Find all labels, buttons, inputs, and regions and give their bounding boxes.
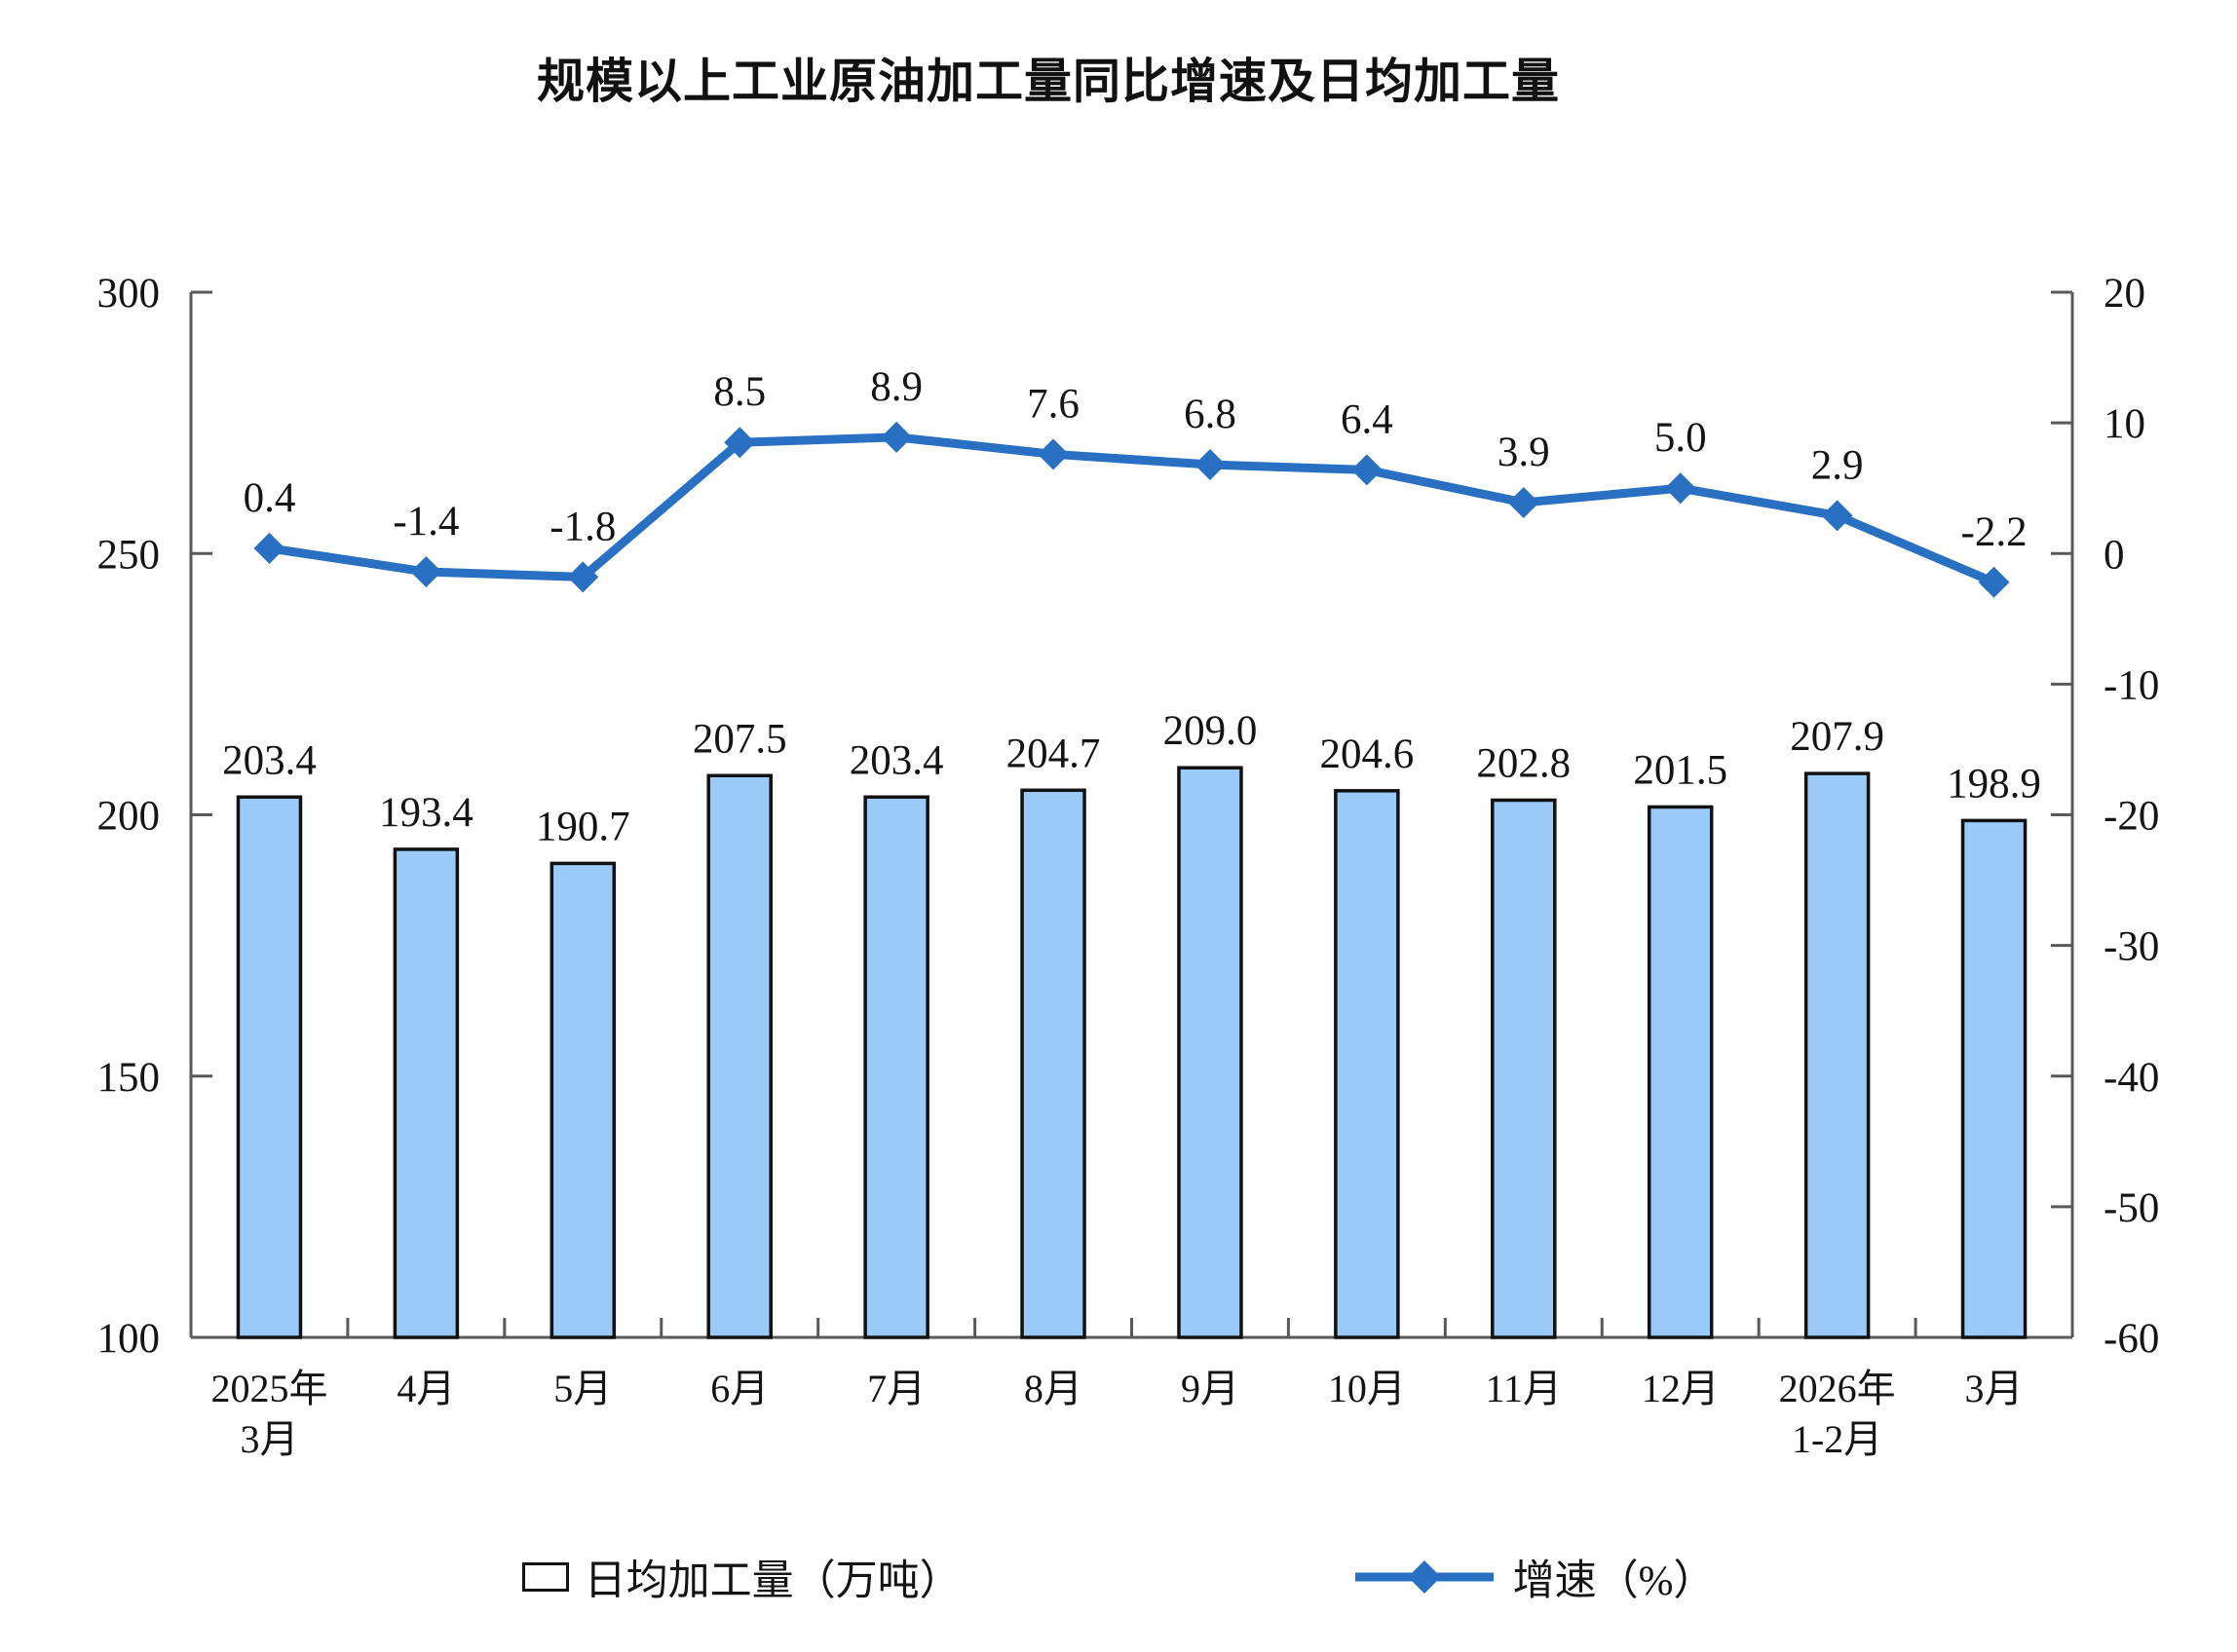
x-category-label: 4月 (397, 1367, 455, 1410)
chart-legend: 日均加工量（万吨） 增速（%） (0, 1547, 2237, 1607)
line-marker (1350, 454, 1383, 486)
chart-title: 规模以上工业原油加工量同比增速及日均加工量 (536, 56, 1561, 108)
x-category-label: 11月 (1486, 1367, 1563, 1410)
line-value-label: -2.2 (1961, 509, 2028, 555)
line-marker (410, 556, 442, 588)
line-value-label: 8.5 (713, 369, 766, 415)
x-category-label: 6月 (710, 1367, 769, 1410)
bar (1803, 771, 1871, 1339)
line-marker (1821, 500, 1853, 532)
right-axis-tick-label: -60 (2104, 1316, 2159, 1362)
legend-item-bars: 日均加工量（万吨） (521, 1547, 962, 1607)
bar (236, 795, 303, 1339)
right-axis-tick-label: -30 (2104, 924, 2159, 970)
line-value-label: 6.4 (1341, 396, 1393, 442)
line-value-label: -1.8 (550, 504, 616, 549)
right-axis-tick-label: -40 (2104, 1055, 2159, 1101)
line-marker (567, 561, 599, 593)
x-category-label: 12月 (1642, 1367, 1720, 1410)
right-axis-tick-label: -10 (2104, 662, 2159, 708)
bar-value-label: 203.4 (222, 737, 317, 783)
x-category-label: 3月 (1965, 1367, 2024, 1410)
x-category-label: 2025年 3月 (210, 1367, 327, 1461)
right-axis-tick-label: 0 (2104, 532, 2125, 578)
line-marker (1194, 449, 1226, 481)
left-axis-tick-label: 300 (97, 271, 161, 317)
bar (706, 773, 773, 1339)
legend-label-line: 增速（%） (1512, 1558, 1716, 1604)
line-marker (1507, 486, 1539, 518)
right-axis-tick-label: -20 (2104, 794, 2159, 840)
line-marker (253, 532, 285, 564)
bar (1177, 766, 1243, 1339)
line-value-label: 5.0 (1654, 415, 1707, 461)
line-value-label: 6.8 (1184, 392, 1236, 437)
bar (1020, 788, 1086, 1339)
line-value-label: 3.9 (1498, 430, 1550, 475)
x-category-label: 7月 (867, 1367, 926, 1410)
line-marker (881, 421, 913, 453)
bar (1960, 818, 2028, 1339)
bar (550, 861, 617, 1339)
line-value-label: 7.6 (1027, 381, 1080, 427)
growth-rate-line (264, 432, 1999, 587)
line-value-label: 8.9 (870, 364, 923, 410)
right-axis-tick-label: 20 (2104, 271, 2145, 317)
left-axis-tick-label: 200 (97, 794, 161, 840)
x-category-label: 9月 (1181, 1367, 1239, 1410)
line-value-label: 2.9 (1811, 442, 1864, 488)
line-value-label: -1.4 (393, 499, 459, 544)
bar-value-label: 193.4 (379, 790, 474, 836)
bar-value-label: 201.5 (1633, 747, 1727, 793)
bar-value-label: 190.7 (536, 804, 630, 849)
left-axis-tick-label: 150 (97, 1055, 161, 1101)
line-marker (1978, 566, 2010, 598)
bar (1491, 798, 1557, 1339)
bar-series-swatch-icon (521, 1562, 569, 1592)
bar-value-label: 204.6 (1320, 732, 1415, 777)
bar-value-label: 204.7 (1006, 731, 1101, 776)
line-series-swatch-icon (1354, 1560, 1494, 1594)
line-marker (724, 427, 756, 459)
x-category-label: 8月 (1024, 1367, 1082, 1410)
bar-value-label: 198.9 (1947, 761, 2041, 807)
bar-value-label: 207.9 (1790, 714, 1884, 760)
right-axis-tick-label: -50 (2104, 1185, 2159, 1231)
line-marker (1664, 472, 1696, 505)
x-category-label: 5月 (553, 1367, 612, 1410)
left-axis-tick-label: 250 (97, 532, 161, 578)
legend-label-bars: 日均加工量（万吨） (584, 1558, 962, 1604)
line-value-label: 0.4 (244, 475, 296, 521)
bar-value-label: 202.8 (1476, 740, 1571, 786)
bar-value-label: 203.4 (850, 737, 944, 783)
x-category-label: 10月 (1328, 1367, 1406, 1410)
bar (1334, 789, 1400, 1339)
bar-value-label: 207.5 (693, 716, 787, 762)
left-axis-tick-label: 100 (97, 1316, 161, 1362)
x-category-label: 2026年 1-2月 (1779, 1367, 1896, 1461)
bar-value-label: 209.0 (1163, 708, 1258, 754)
line-marker (1038, 438, 1070, 470)
legend-item-line: 增速（%） (1351, 1547, 1716, 1607)
bar (863, 795, 929, 1339)
right-axis-tick-label: 10 (2104, 401, 2145, 447)
bar (393, 847, 460, 1339)
bar (1647, 805, 1714, 1339)
